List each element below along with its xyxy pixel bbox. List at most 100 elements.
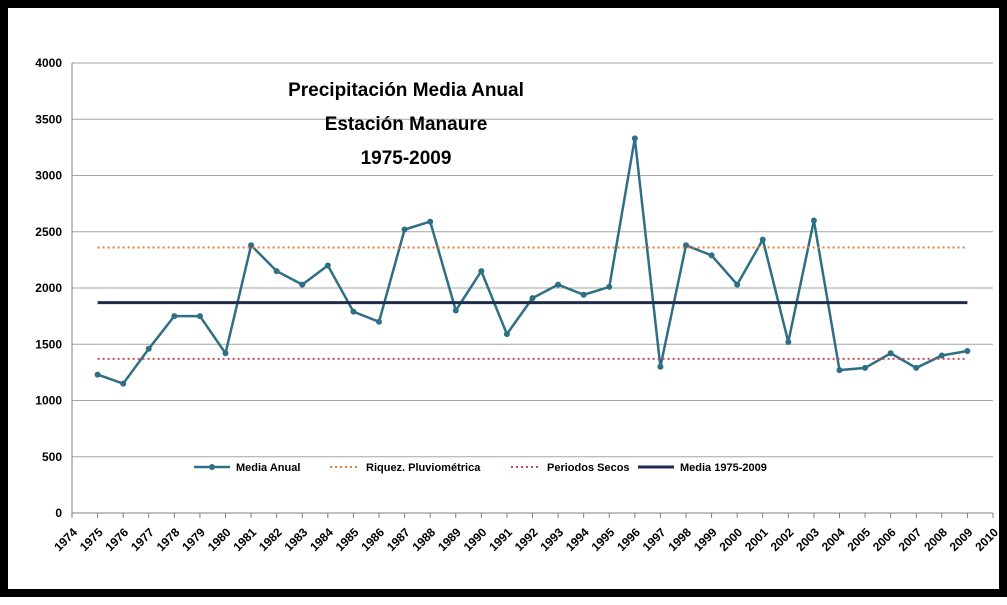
x-tick-label: 1982 [256, 525, 285, 554]
x-tick-label: 1983 [282, 525, 311, 554]
x-tick-label: 2010 [972, 525, 1001, 554]
data-point [785, 339, 792, 345]
data-point [145, 345, 152, 352]
data-point [273, 268, 280, 275]
x-tick-label: 2003 [793, 525, 822, 554]
x-tick-label: 1987 [384, 525, 413, 554]
legend-item: Media Anual [194, 462, 300, 474]
y-tick-label: 3000 [35, 169, 62, 183]
data-point [324, 262, 331, 269]
x-tick-label: 1998 [665, 525, 694, 554]
legend-item: Riquez. Pluviométrica [330, 462, 481, 474]
data-point [376, 318, 382, 325]
data-point [836, 367, 843, 374]
x-tick-label: 1975 [77, 525, 106, 554]
x-tick-label: 1993 [537, 525, 566, 554]
x-tick-label: 1979 [179, 525, 208, 554]
chart-title-line: Precipitación Media Anual [288, 80, 524, 101]
chart-title-line: 1975-2009 [361, 148, 452, 169]
x-tick-label: 1997 [640, 525, 669, 554]
x-tick-label: 1990 [461, 525, 490, 554]
y-tick-label: 2500 [35, 225, 62, 239]
data-point [503, 331, 510, 338]
y-tick-label: 500 [42, 450, 62, 464]
data-point [810, 217, 817, 224]
data-point [555, 281, 562, 288]
data-point [862, 364, 869, 371]
legend-item: Media 1975-2009 [638, 462, 767, 474]
data-point [196, 313, 203, 320]
gridlines [72, 62, 993, 514]
x-tick-label: 1984 [307, 525, 336, 554]
data-point [529, 295, 536, 302]
y-tick-label: 4000 [35, 56, 62, 70]
x-tick-label: 2002 [768, 525, 797, 554]
data-point [759, 236, 766, 243]
data-point [580, 291, 587, 298]
x-tick-label: 1974 [51, 525, 80, 554]
x-tick-label: 1989 [435, 525, 464, 554]
y-tick-label: 1000 [35, 394, 62, 408]
x-tick-label: 1981 [230, 525, 259, 554]
x-tick-label: 1999 [691, 525, 720, 554]
data-point [708, 252, 715, 259]
data-point [452, 307, 459, 314]
x-tick-label: 1978 [154, 525, 183, 554]
data-point [222, 350, 229, 357]
data-point [171, 313, 178, 320]
data-point [913, 364, 920, 371]
chart-title: Precipitación Media Anual Estación Manaur… [288, 80, 524, 169]
y-axis: 0 500 1000 1500 2000 2500 3000 3500 4000 [35, 56, 73, 520]
x-tick-label: 2007 [896, 525, 925, 554]
x-tick-label: 2006 [870, 525, 899, 554]
data-point [938, 352, 945, 359]
x-tick-label: 2008 [921, 525, 950, 554]
x-tick-label: 1996 [614, 525, 643, 554]
data-point [887, 350, 894, 357]
data-point [631, 135, 638, 142]
x-tick-label: 1992 [512, 525, 541, 554]
data-point [478, 268, 485, 275]
series-0 [94, 135, 971, 387]
x-tick-label: 2009 [947, 525, 976, 554]
legend-label: Riquez. Pluviométrica [366, 462, 481, 474]
x-tick-label: 1985 [333, 525, 362, 554]
data-point [734, 281, 741, 288]
series-group [94, 135, 971, 387]
data-point [350, 308, 357, 315]
legend-label: Periodos Secos [547, 462, 630, 474]
x-tick-label: 2005 [844, 525, 873, 554]
x-axis: 1974197519761977197819791980198119821983… [51, 512, 1001, 554]
x-tick-label: 2000 [717, 525, 746, 554]
x-tick-label: 1986 [358, 525, 387, 554]
data-point [299, 281, 306, 288]
x-tick-label: 1994 [563, 525, 592, 554]
x-tick-label: 1977 [128, 525, 157, 554]
data-point [401, 226, 408, 233]
legend-swatch-marker [209, 464, 215, 470]
x-tick-label: 1995 [589, 525, 618, 554]
data-point [657, 363, 664, 370]
y-tick-label: 1500 [35, 337, 62, 351]
data-point [964, 348, 971, 354]
data-point [427, 218, 434, 225]
x-tick-label: 1976 [103, 525, 132, 554]
x-tick-label: 2001 [742, 525, 771, 554]
legend-label: Media Anual [236, 462, 300, 474]
data-point [94, 371, 101, 378]
x-tick-label: 1980 [205, 525, 234, 554]
data-point [606, 283, 613, 290]
y-tick-label: 3500 [35, 112, 62, 126]
chart-title-line: Estación Manaure [325, 114, 488, 135]
y-tick-label: 0 [55, 506, 62, 520]
x-tick-label: 1988 [410, 525, 439, 554]
y-tick-label: 2000 [35, 281, 62, 295]
x-tick-label: 1991 [486, 525, 515, 554]
data-point [120, 380, 127, 387]
legend-label: Media 1975-2009 [680, 462, 767, 474]
x-tick-label: 2004 [819, 525, 848, 554]
legend: Media Anual Riquez. Pluviométrica Periodos… [194, 462, 767, 474]
legend-item: Periodos Secos [511, 462, 630, 474]
